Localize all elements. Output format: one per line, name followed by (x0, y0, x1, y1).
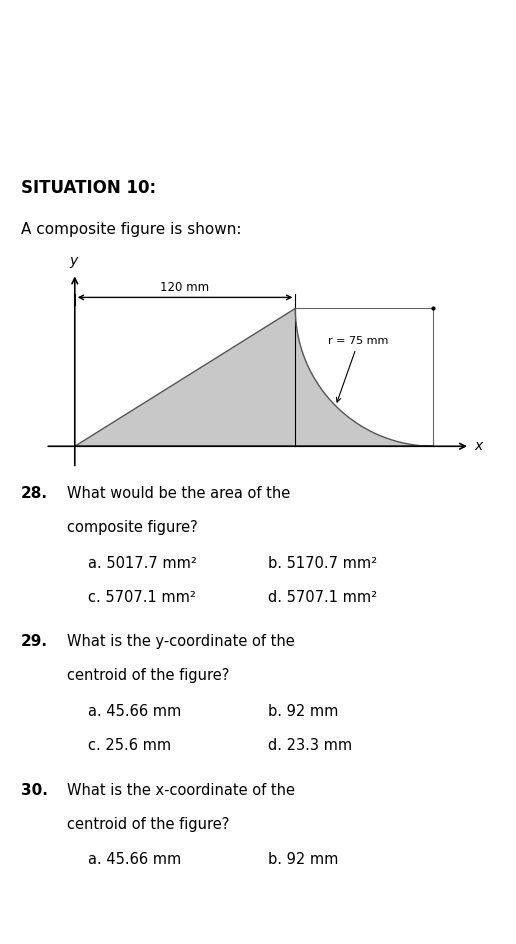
Text: b. 92 mm: b. 92 mm (268, 851, 338, 867)
Text: composite figure?: composite figure? (67, 520, 198, 535)
Text: a. 5017.7 mm²: a. 5017.7 mm² (88, 555, 197, 570)
Text: a. 45.66 mm: a. 45.66 mm (88, 851, 181, 867)
Text: c. 5707.1 mm²: c. 5707.1 mm² (88, 589, 196, 604)
Text: What is the y-coordinate of the: What is the y-coordinate of the (67, 634, 295, 649)
Text: $y$: $y$ (70, 255, 80, 270)
Text: b. 92 mm: b. 92 mm (268, 703, 338, 718)
Text: A composite figure is shown:: A composite figure is shown: (21, 222, 241, 237)
Polygon shape (75, 309, 433, 447)
Text: centroid of the figure?: centroid of the figure? (67, 668, 230, 683)
Text: 29.: 29. (21, 634, 47, 649)
Text: 30.: 30. (21, 783, 47, 798)
Text: d. 23.3 mm: d. 23.3 mm (268, 737, 352, 752)
Text: a. 45.66 mm: a. 45.66 mm (88, 703, 181, 718)
Text: b. 5170.7 mm²: b. 5170.7 mm² (268, 555, 377, 570)
Text: centroid of the figure?: centroid of the figure? (67, 817, 230, 832)
Text: c. 25.6 mm: c. 25.6 mm (88, 737, 171, 752)
Text: SITUATION 10:: SITUATION 10: (21, 179, 156, 197)
Text: d. 5707.1 mm²: d. 5707.1 mm² (268, 589, 377, 604)
Text: What is the x-coordinate of the: What is the x-coordinate of the (67, 783, 295, 798)
Text: $x$: $x$ (474, 439, 485, 453)
Text: r = 75 mm: r = 75 mm (328, 336, 389, 402)
Text: 120 mm: 120 mm (160, 280, 209, 294)
Text: What would be the area of the: What would be the area of the (67, 486, 291, 501)
Text: 28.: 28. (21, 486, 47, 501)
